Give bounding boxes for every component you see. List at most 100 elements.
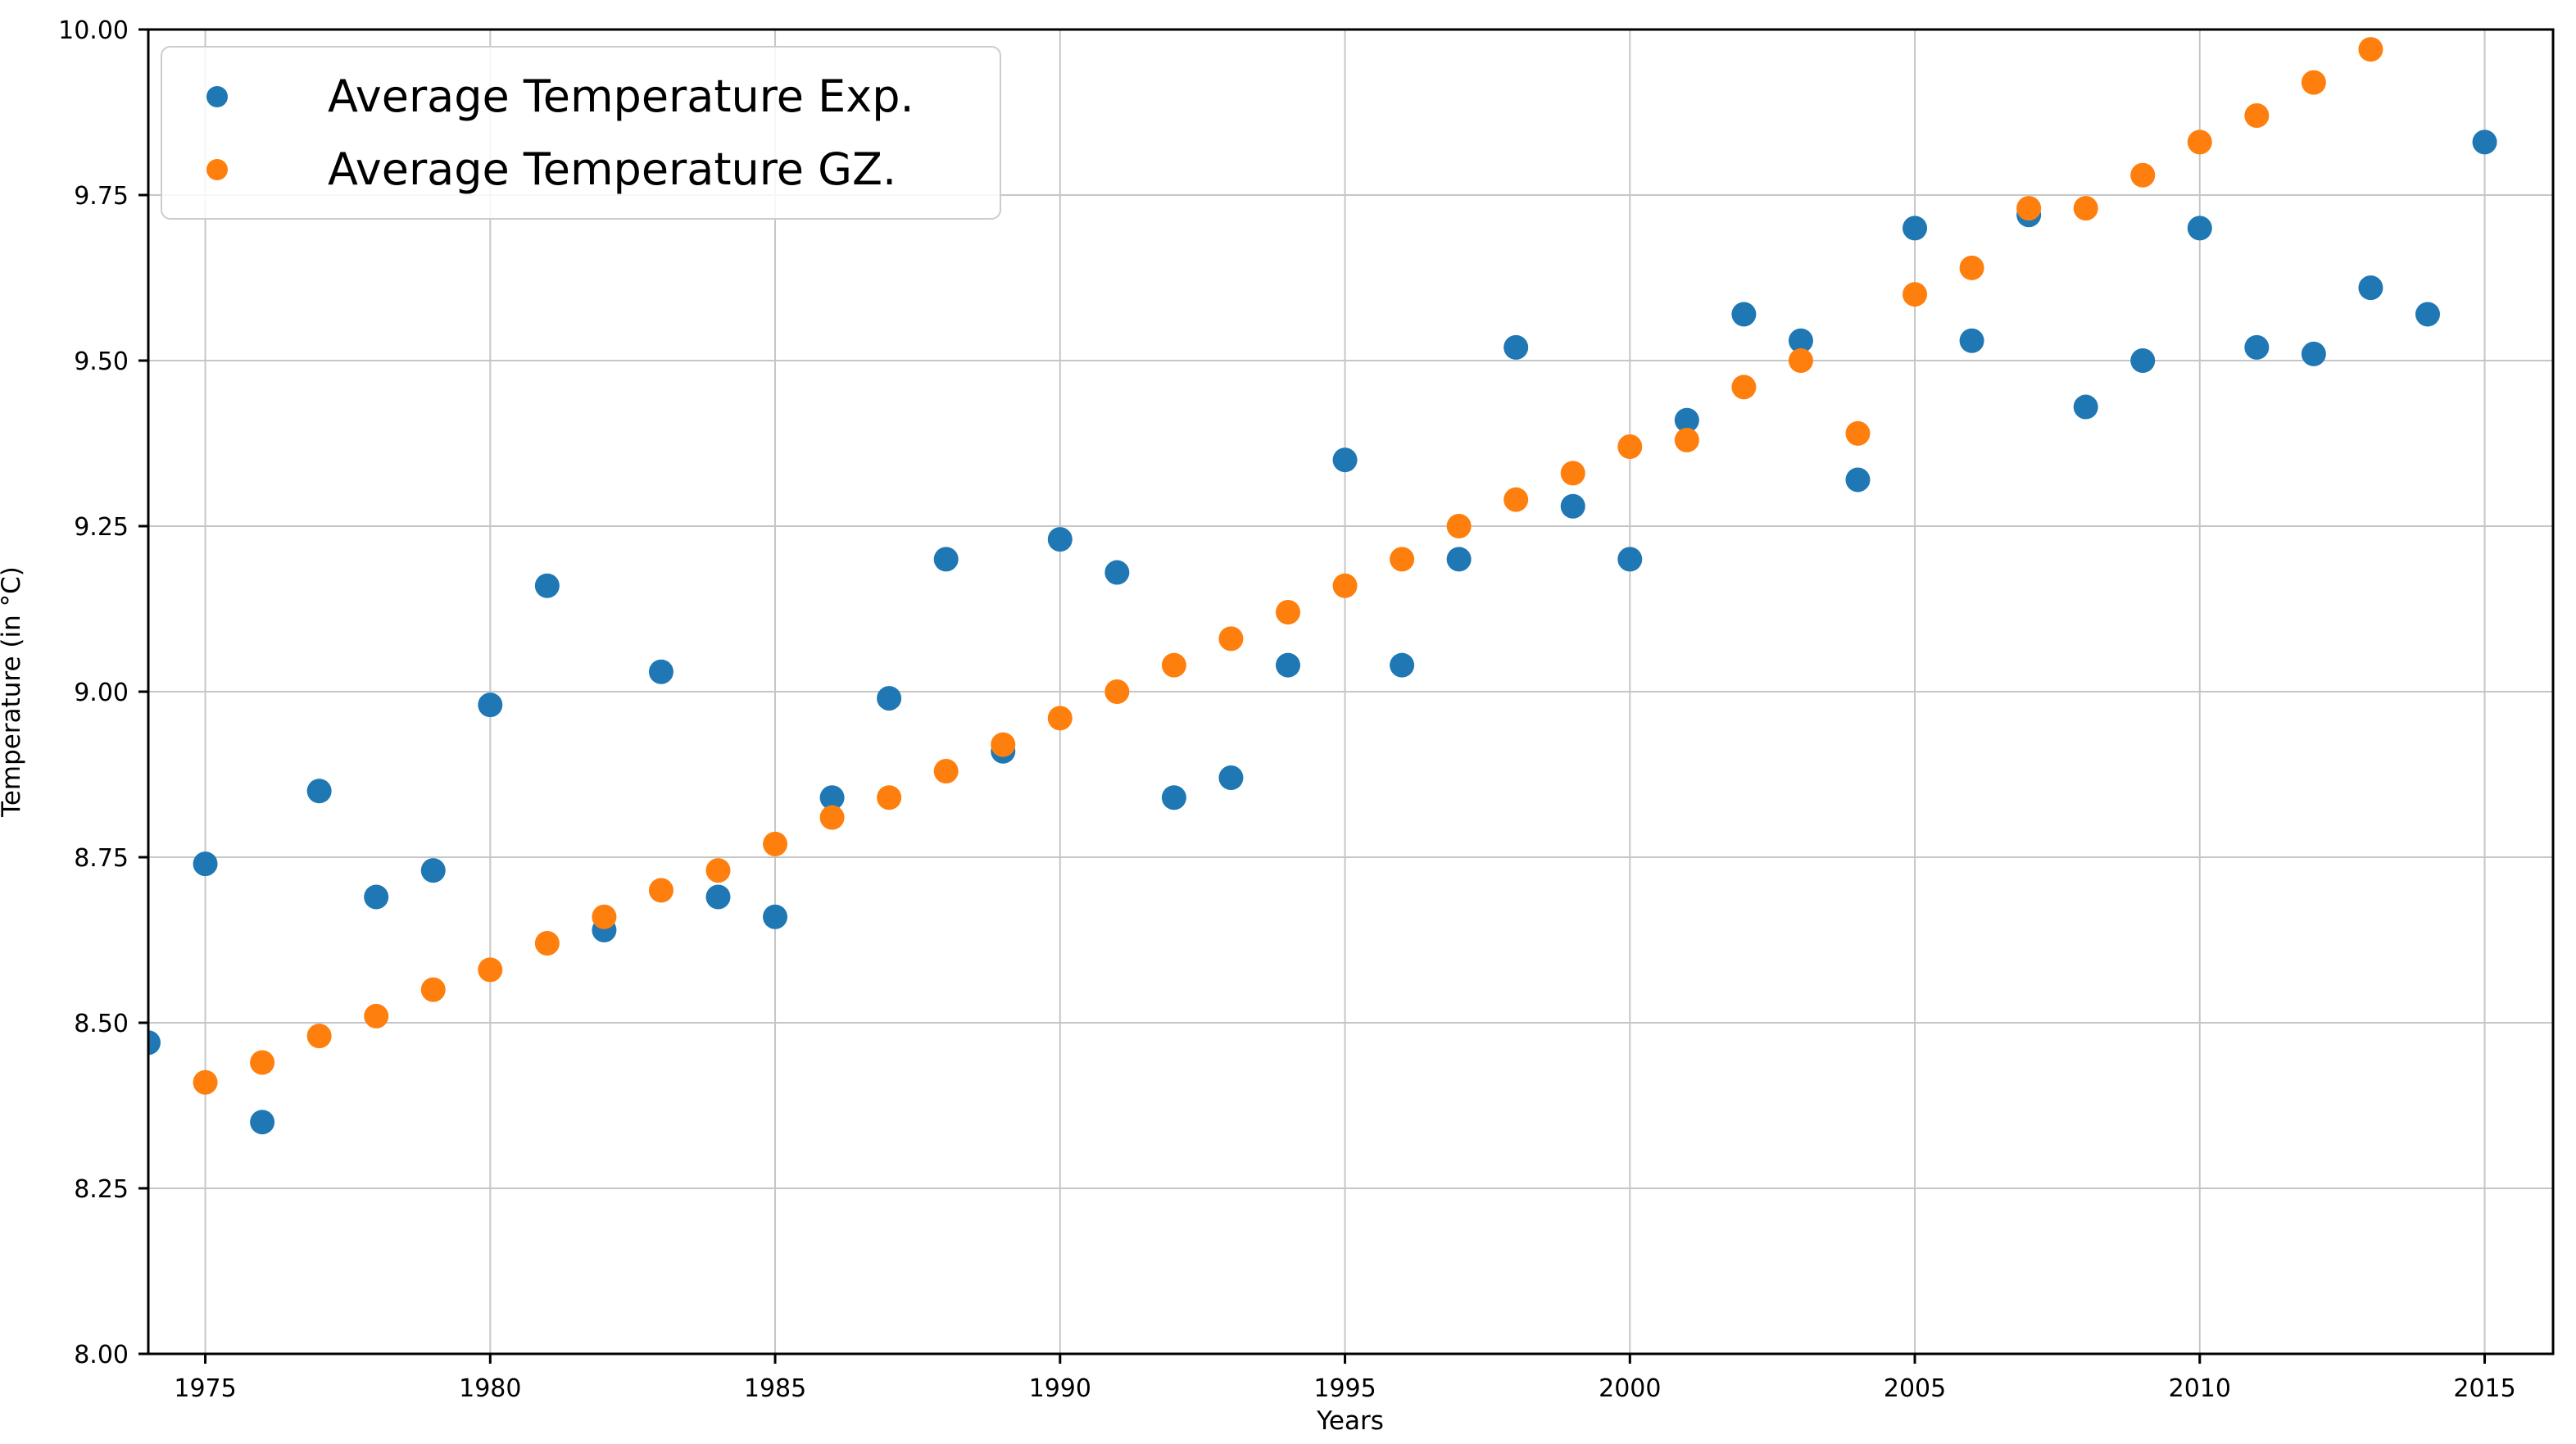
exp-data-point bbox=[1788, 328, 1813, 353]
exp-data-point bbox=[705, 884, 731, 910]
exp-data-point bbox=[1161, 785, 1186, 811]
exp-data-point bbox=[1104, 560, 1130, 585]
legend-item-exp: Average Temperature Exp. bbox=[187, 70, 975, 122]
legend-label-exp: Average Temperature Exp. bbox=[328, 70, 914, 122]
gz-data-point bbox=[933, 758, 959, 783]
exp-data-point bbox=[148, 1030, 161, 1056]
gz-data-point bbox=[2358, 37, 2383, 62]
exp-data-point bbox=[1047, 527, 1073, 552]
exp-data-point bbox=[2472, 129, 2497, 155]
gz-data-point bbox=[1959, 255, 1984, 280]
gz-data-point bbox=[193, 1069, 218, 1095]
gz-data-point bbox=[2244, 103, 2270, 129]
gz-data-point bbox=[1845, 420, 1871, 446]
gz-data-point bbox=[2016, 196, 2042, 221]
exp-data-point bbox=[763, 904, 788, 929]
exp-data-point bbox=[2358, 275, 2383, 301]
legend-label-gz: Average Temperature GZ. bbox=[328, 143, 897, 195]
gz-data-point bbox=[2130, 162, 2156, 188]
gz-data-point bbox=[1332, 573, 1358, 598]
exp-data-point bbox=[1446, 547, 1472, 572]
exp-data-point bbox=[364, 884, 389, 910]
x-tick-label: 1975 bbox=[174, 1374, 236, 1403]
exp-data-point bbox=[1903, 216, 1928, 241]
exp-data-point bbox=[1617, 547, 1643, 572]
x-axis-title: Years bbox=[1317, 1406, 1384, 1436]
x-tick-label: 2015 bbox=[2453, 1374, 2515, 1403]
exp-data-point bbox=[1845, 467, 1871, 493]
exp-data-point bbox=[1731, 302, 1757, 327]
gz-data-point bbox=[1674, 427, 1699, 452]
gz-data-point bbox=[819, 805, 845, 830]
x-tick-label: 2000 bbox=[1599, 1374, 1661, 1403]
exp-data-point bbox=[420, 858, 446, 883]
exp-data-point bbox=[478, 692, 503, 718]
gz-data-point bbox=[1731, 375, 1757, 400]
y-tick-label: 8.75 bbox=[74, 844, 129, 873]
exp-data-point bbox=[1390, 652, 1415, 678]
gz-data-point bbox=[1446, 514, 1472, 538]
gz-data-point bbox=[1903, 282, 1928, 307]
exp-data-point bbox=[193, 851, 218, 877]
y-tick-label: 8.00 bbox=[74, 1341, 129, 1369]
exp-data-point bbox=[1959, 328, 1984, 353]
gz-data-point bbox=[763, 831, 788, 856]
gz-data-point bbox=[1218, 626, 1244, 652]
exp-data-point bbox=[648, 659, 673, 684]
exp-data-point bbox=[933, 547, 959, 572]
gz-data-point bbox=[1275, 600, 1300, 625]
exp-data-point bbox=[1560, 493, 1585, 519]
y-axis-title: Temperature (in °C) bbox=[0, 566, 26, 817]
exp-data-point bbox=[1674, 407, 1699, 433]
exp-data-point bbox=[2187, 216, 2212, 241]
gz-data-point bbox=[648, 878, 673, 903]
gz-data-point bbox=[705, 858, 731, 883]
exp-data-point bbox=[2244, 334, 2270, 360]
y-tick-label: 8.50 bbox=[74, 1010, 129, 1038]
x-tick-label: 1980 bbox=[459, 1374, 521, 1403]
y-tick-label: 9.75 bbox=[74, 182, 129, 211]
gz-data-point bbox=[1390, 547, 1415, 572]
exp-data-point bbox=[1218, 765, 1244, 791]
gz-data-point bbox=[1047, 706, 1073, 731]
y-tick-label: 8.25 bbox=[74, 1175, 129, 1204]
exp-data-point bbox=[2415, 302, 2440, 327]
y-tick-label: 9.25 bbox=[74, 513, 129, 542]
exp-data-point bbox=[1503, 334, 1529, 360]
gz-data-point bbox=[1788, 348, 1813, 373]
gz-data-point bbox=[2301, 70, 2326, 95]
gz-data-point bbox=[478, 957, 503, 983]
legend: Average Temperature Exp. Average Tempera… bbox=[161, 46, 1001, 220]
gz-data-point bbox=[1161, 652, 1186, 678]
exp-data-point bbox=[306, 779, 332, 804]
x-tick-label: 2005 bbox=[1884, 1374, 1946, 1403]
gz-data-point bbox=[1503, 487, 1529, 512]
data-points-layer bbox=[148, 37, 2497, 1135]
gz-data-point bbox=[2073, 196, 2098, 221]
gz-data-point bbox=[306, 1024, 332, 1049]
exp-data-point bbox=[1332, 447, 1358, 473]
gz-data-point bbox=[250, 1050, 275, 1075]
gz-series-marker-icon bbox=[206, 158, 228, 180]
exp-data-point bbox=[250, 1110, 275, 1135]
exp-data-point bbox=[534, 573, 560, 598]
gz-data-point bbox=[592, 904, 617, 929]
gz-data-point bbox=[420, 977, 446, 1002]
x-tick-label: 1990 bbox=[1029, 1374, 1091, 1403]
gz-data-point bbox=[534, 931, 560, 956]
gz-data-point bbox=[1104, 679, 1130, 704]
exp-data-point bbox=[819, 785, 845, 811]
exp-data-point bbox=[877, 686, 902, 711]
gz-data-point bbox=[364, 1003, 389, 1029]
exp-data-point bbox=[2073, 394, 2098, 420]
gz-data-point bbox=[2187, 129, 2212, 155]
x-tick-label: 2010 bbox=[2169, 1374, 2231, 1403]
y-tick-label: 9.00 bbox=[74, 679, 129, 707]
exp-data-point bbox=[2301, 341, 2326, 366]
gz-data-point bbox=[1560, 461, 1585, 486]
x-tick-label: 1985 bbox=[744, 1374, 806, 1403]
y-tick-label: 10.00 bbox=[58, 16, 129, 45]
gz-data-point bbox=[877, 785, 902, 811]
